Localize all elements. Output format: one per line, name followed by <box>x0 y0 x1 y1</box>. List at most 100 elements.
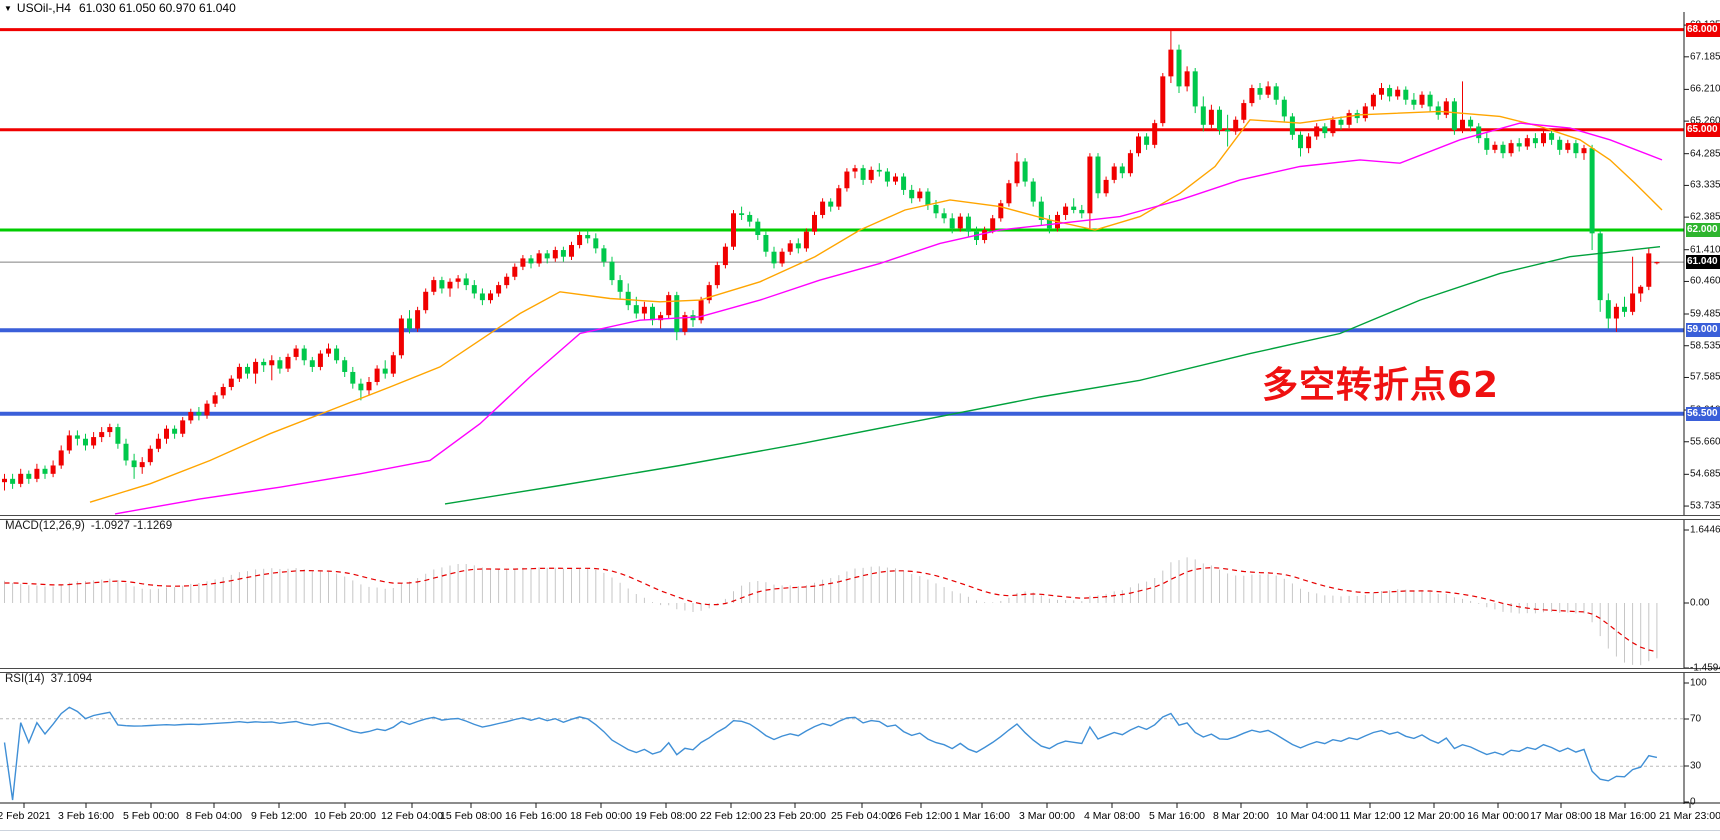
candle <box>990 218 996 230</box>
candle <box>1654 262 1660 264</box>
indicator-axis-label: 100 <box>1690 677 1707 689</box>
candle <box>1014 161 1020 184</box>
candle <box>139 462 145 468</box>
candle <box>455 278 461 282</box>
candle <box>836 188 842 207</box>
candle <box>1289 116 1295 135</box>
ma-slow <box>444 246 1661 505</box>
price-badge-61.040: 61.040 <box>1686 255 1720 270</box>
time-tick-label: 16 Mar 00:00 <box>1467 810 1529 822</box>
candle <box>812 214 817 232</box>
candle <box>204 403 210 416</box>
candle <box>398 318 404 356</box>
price-badge-62.000: 62.000 <box>1686 223 1720 237</box>
candle <box>844 171 850 189</box>
dropdown-arrow-icon[interactable]: ▼ <box>4 4 12 13</box>
candle <box>528 258 534 264</box>
macd-values: -1.0927 -1.1269 <box>90 520 173 532</box>
candle <box>285 356 291 369</box>
candle <box>617 280 623 292</box>
candle <box>1241 103 1247 120</box>
time-tick-label: 5 Feb 00:00 <box>122 810 180 822</box>
candle <box>1119 166 1125 174</box>
candle <box>909 189 915 199</box>
candle <box>860 168 866 180</box>
candle <box>868 169 874 180</box>
candle <box>755 221 761 236</box>
candle <box>245 366 250 374</box>
candle <box>504 276 510 286</box>
candle <box>212 395 218 404</box>
time-tick-label: 17 Mar 08:00 <box>1530 810 1592 822</box>
candle <box>463 278 469 286</box>
candle <box>1225 129 1231 132</box>
candle <box>1095 156 1101 194</box>
candle <box>674 295 680 332</box>
candle <box>1557 139 1563 150</box>
indicator-axis-label: 0.00 <box>1690 597 1710 609</box>
candle <box>1281 99 1287 117</box>
candle <box>1379 88 1384 95</box>
candle <box>1443 101 1449 115</box>
candle <box>1273 86 1279 100</box>
candle <box>479 293 485 301</box>
rsi-label: RSI(14) <box>5 673 45 685</box>
candle <box>949 218 955 229</box>
candle <box>560 250 566 257</box>
candle <box>180 420 186 434</box>
candle <box>228 378 234 387</box>
candle <box>447 281 453 289</box>
candle <box>1322 126 1328 134</box>
candle <box>147 448 153 463</box>
candle <box>1500 144 1506 154</box>
time-tick-label: 10 Mar 04:00 <box>1276 810 1338 822</box>
candle <box>722 246 728 266</box>
macd-signal-line <box>4 567 1658 653</box>
candle <box>390 355 396 374</box>
candle <box>374 368 380 382</box>
candle <box>1006 183 1012 204</box>
macd-indicator-label: MACD(12,26,9) -1.0927 -1.1269 <box>5 520 172 532</box>
candle <box>1111 166 1117 180</box>
candle <box>431 280 437 292</box>
time-tick-label: 12 Mar 20:00 <box>1403 810 1465 822</box>
candle <box>317 353 323 367</box>
candle <box>763 235 769 252</box>
price-tick-label: 62.385 <box>1690 211 1720 223</box>
candle <box>382 368 388 374</box>
price-tick-label: 55.660 <box>1690 436 1720 448</box>
time-tick-label: 9 Feb 12:00 <box>250 810 308 822</box>
macd-label: MACD(12,26,9) <box>5 520 85 532</box>
price-badge-65.000: 65.000 <box>1686 122 1720 137</box>
candle <box>1565 143 1571 150</box>
candle <box>1249 88 1255 104</box>
candle <box>795 243 801 249</box>
candle <box>407 318 412 329</box>
candle <box>342 360 348 372</box>
indicator-axis-label: 0 <box>1690 796 1696 808</box>
candle <box>1573 143 1579 154</box>
candle <box>1532 138 1538 144</box>
candle <box>155 438 161 449</box>
candle <box>1265 86 1271 95</box>
price-tick-label: 67.185 <box>1690 51 1720 63</box>
panel-separator-macd[interactable] <box>0 515 1720 520</box>
candle <box>1192 71 1198 107</box>
candle <box>1063 206 1069 215</box>
candle <box>569 245 574 257</box>
candle <box>1411 99 1417 105</box>
candle <box>1136 136 1141 154</box>
panel-separator-rsi[interactable] <box>0 668 1720 673</box>
time-tick-label: 11 Mar 12:00 <box>1339 810 1401 822</box>
indicator-axis-label: 1.6446 <box>1690 524 1720 536</box>
candle <box>172 428 178 434</box>
candle <box>1217 109 1222 130</box>
candle <box>18 473 24 484</box>
candle <box>1581 148 1587 154</box>
candle <box>83 438 88 446</box>
candle <box>1176 49 1182 87</box>
candle <box>666 295 672 316</box>
candle <box>164 428 169 439</box>
